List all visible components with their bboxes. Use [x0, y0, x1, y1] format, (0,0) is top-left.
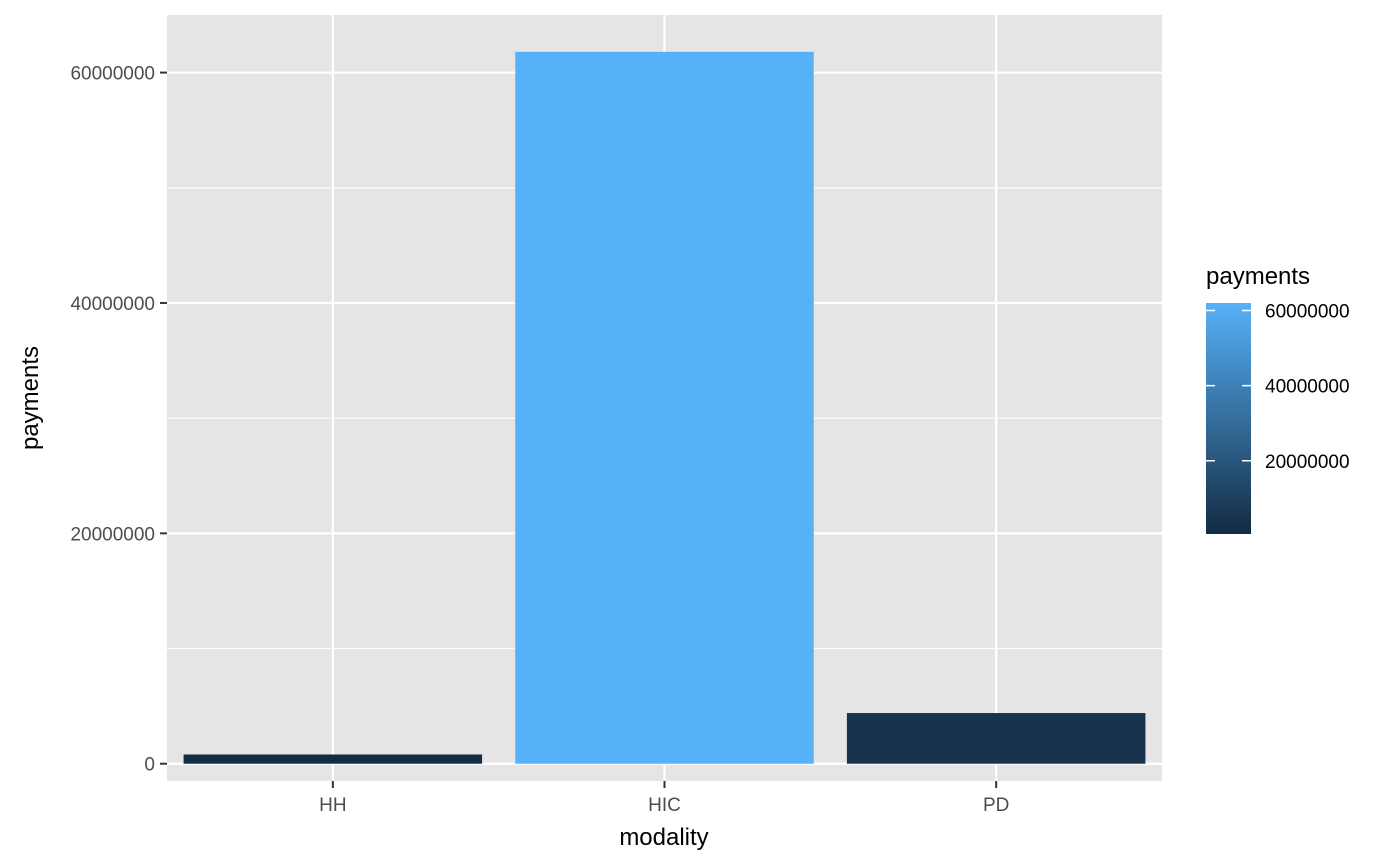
x-tick-label: PD [983, 795, 1009, 816]
y-tick-label: 20000000 [70, 524, 155, 545]
y-axis-title: payments [17, 346, 44, 450]
colorbar-tick-label: 40000000 [1265, 377, 1350, 398]
colorbar-tick-label: 20000000 [1265, 452, 1350, 473]
colorbar [1206, 303, 1251, 534]
colorbar-ticks: 20000000 40000000 60000000 [1206, 302, 1350, 473]
x-axis-title: modality [619, 824, 708, 851]
bars [183, 51, 1146, 764]
bar-pd [846, 713, 1146, 764]
y-tick-label: 40000000 [70, 294, 155, 315]
y-tick-label: 0 [144, 755, 155, 776]
x-tick-label: HIC [648, 795, 681, 816]
bar-hh [183, 754, 483, 764]
legend: payments 20000000 40000000 60000000 [1206, 263, 1350, 534]
bar-hic [515, 51, 814, 764]
x-axis-ticks: HH HIC PD [319, 781, 1009, 816]
colorbar-tick-label: 60000000 [1265, 302, 1350, 323]
y-tick-label: 60000000 [70, 64, 155, 85]
legend-title: payments [1206, 263, 1310, 290]
y-axis-ticks: 0 20000000 40000000 60000000 [70, 64, 167, 776]
x-tick-label: HH [319, 795, 346, 816]
